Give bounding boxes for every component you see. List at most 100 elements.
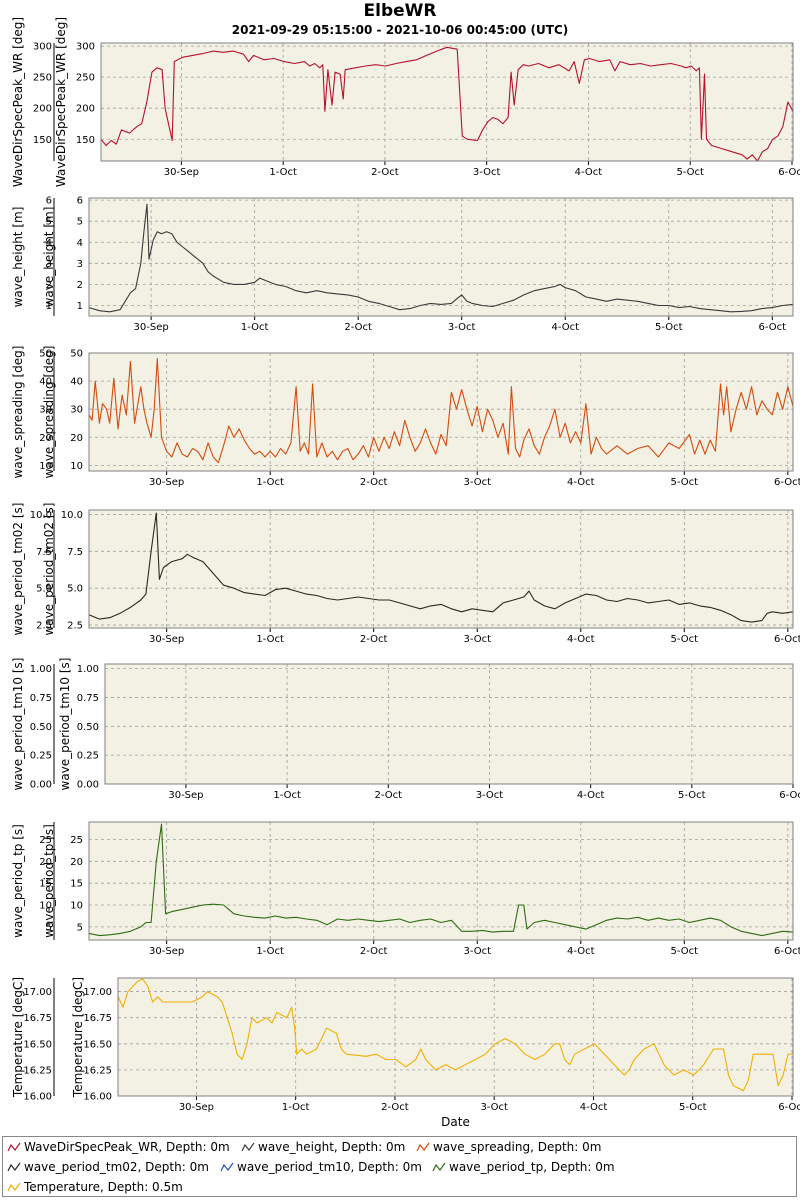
x-tick-label: 5-Oct	[676, 167, 704, 178]
x-tick-label: 5-Oct	[678, 790, 706, 801]
y-tick-label-outer: 16.25	[23, 1065, 52, 1076]
y-axis-label: wave_spreading [deg]	[11, 346, 25, 479]
x-tick-label: 4-Oct	[567, 477, 595, 488]
y-tick-label: 16.25	[83, 1065, 112, 1076]
y-tick-label-outer: 5	[46, 922, 52, 933]
y-axis-label-inner: wave_period_tp [s]	[42, 824, 56, 938]
y-tick-label-outer: 40	[39, 377, 52, 388]
legend-item-spreading: wave_spreading, Depth: 0m	[416, 1140, 601, 1155]
x-tick-label: 4-Oct	[575, 167, 603, 178]
y-tick-label-outer: 5	[46, 217, 52, 228]
x-tick-label: 30-Sep	[149, 477, 184, 488]
y-tick-label: 7.5	[67, 547, 83, 558]
legend-label: wave_height, Depth: 0m	[258, 1140, 406, 1154]
y-tick-label-outer: 3	[46, 259, 52, 270]
plot-frame	[100, 42, 794, 162]
x-tick-label: 6-Oct	[778, 1102, 800, 1113]
plot-area	[118, 978, 793, 1096]
x-tick-label: 3-Oct	[480, 1102, 508, 1113]
x-tick-label: 1-Oct	[256, 634, 284, 645]
y-tick-label: 16.50	[83, 1039, 112, 1050]
y-axis-label: WaveDirSpecPeak_WR [deg]	[11, 17, 25, 187]
y-tick-label: 10	[70, 901, 83, 912]
y-axis-label: wave_period_tm10 [s]	[11, 658, 25, 791]
y-tick-label: 0.75	[77, 693, 99, 704]
chart-title: ElbeWR	[363, 1, 437, 21]
plot-area	[89, 510, 793, 628]
y-tick-label: 15	[70, 879, 83, 890]
x-tick-label: 3-Oct	[463, 477, 491, 488]
y-axis-label-inner: wave_height [m]	[42, 207, 56, 308]
y-tick-label-outer: 200	[33, 104, 52, 115]
x-tick-label: 30-Sep	[179, 1102, 214, 1113]
y-tick-label-outer: 2	[46, 280, 52, 291]
charts-canvas: 30-Sep1-Oct2-Oct3-Oct4-Oct5-Oct6-Oct1501…	[11, 17, 800, 1129]
x-tick-label: 1-Oct	[282, 1102, 310, 1113]
y-tick-label: 5	[77, 922, 83, 933]
y-tick-label-outer: 300	[33, 42, 52, 53]
legend-line-icon	[416, 1142, 430, 1152]
x-tick-label: 1-Oct	[256, 946, 284, 957]
x-tick-label: 1-Oct	[273, 790, 301, 801]
y-tick-label: 2	[77, 280, 83, 291]
series-line-direction	[100, 46, 794, 162]
y-tick-label-outer: 5.0	[36, 584, 52, 595]
y-tick-label-outer: 4	[46, 238, 52, 249]
y-tick-label: 1	[77, 301, 83, 312]
y-tick-label: 5.0	[67, 584, 83, 595]
x-tick-label: 2-Oct	[360, 634, 388, 645]
y-tick-label-outer: 10	[39, 901, 52, 912]
plot-area	[89, 353, 793, 471]
y-tick-label: 3	[77, 259, 83, 270]
y-tick-label: 4	[77, 238, 83, 249]
x-tick-label: 2-Oct	[375, 790, 403, 801]
plot-frame	[104, 663, 794, 785]
legend-label: Temperature, Depth: 0.5m	[24, 1180, 183, 1194]
y-tick-label-outer: 2.5	[36, 621, 52, 632]
y-tick-label-outer: 1.00	[30, 664, 52, 675]
series-line-temperature	[117, 978, 793, 1092]
y-tick-label-outer: 250	[33, 73, 52, 84]
x-tick-label: 30-Sep	[149, 946, 184, 957]
y-tick-label-outer: 0.50	[30, 722, 52, 733]
y-tick-label: 250	[76, 73, 95, 84]
y-tick-label: 20	[70, 857, 83, 868]
y-tick-label-outer: 16.75	[23, 1013, 52, 1024]
series-line-spreading	[88, 358, 794, 464]
x-tick-label: 5-Oct	[655, 322, 683, 333]
y-tick-label-outer: 10.0	[30, 510, 52, 521]
y-tick-label-outer: 7.5	[36, 547, 52, 558]
y-tick-label-outer: 20	[39, 857, 52, 868]
legend-item-tm10: wave_period_tm10, Depth: 0m	[220, 1160, 422, 1175]
x-tick-label: 6-Oct	[774, 634, 800, 645]
y-tick-label-outer: 50	[39, 349, 52, 360]
x-tick-label: 2-Oct	[371, 167, 399, 178]
x-tick-label: 4-Oct	[567, 946, 595, 957]
x-tick-label: 2-Oct	[360, 946, 388, 957]
y-tick-label-outer: 15	[39, 879, 52, 890]
plot-area	[101, 43, 793, 161]
x-tick-label: 3-Oct	[476, 790, 504, 801]
legend-label: WaveDirSpecPeak_WR, Depth: 0m	[24, 1140, 230, 1154]
legend-label: wave_period_tm02, Depth: 0m	[24, 1160, 209, 1174]
y-tick-label-outer: 150	[33, 135, 52, 146]
chart-subtitle: 2021-09-29 05:15:00 - 2021-10-06 00:45:0…	[231, 23, 569, 37]
x-tick-label: 3-Oct	[473, 167, 501, 178]
y-tick-label: 2.5	[67, 621, 83, 632]
y-axis-label-inner: WaveDirSpecPeak_WR [deg]	[54, 17, 68, 187]
y-axis-label: wave_period_tm02 [s]	[11, 503, 25, 636]
y-tick-label: 17.00	[83, 987, 112, 998]
plot-frame	[117, 977, 794, 1097]
y-tick-label: 50	[70, 349, 83, 360]
legend-item-direction: WaveDirSpecPeak_WR, Depth: 0m	[7, 1140, 230, 1155]
x-tick-label: 6-Oct	[779, 790, 800, 801]
y-tick-label-outer: 0.25	[30, 751, 52, 762]
legend-label: wave_period_tm10, Depth: 0m	[237, 1160, 422, 1174]
x-tick-label: 3-Oct	[448, 322, 476, 333]
y-axis-label: wave_height [m]	[11, 207, 25, 308]
y-tick-label-outer: 6	[46, 196, 52, 207]
legend-line-icon	[432, 1162, 446, 1172]
y-tick-label: 16.00	[83, 1092, 112, 1103]
legend-line-icon	[7, 1162, 21, 1172]
y-axis-label-inner: wave_spreading [deg]	[42, 346, 56, 479]
